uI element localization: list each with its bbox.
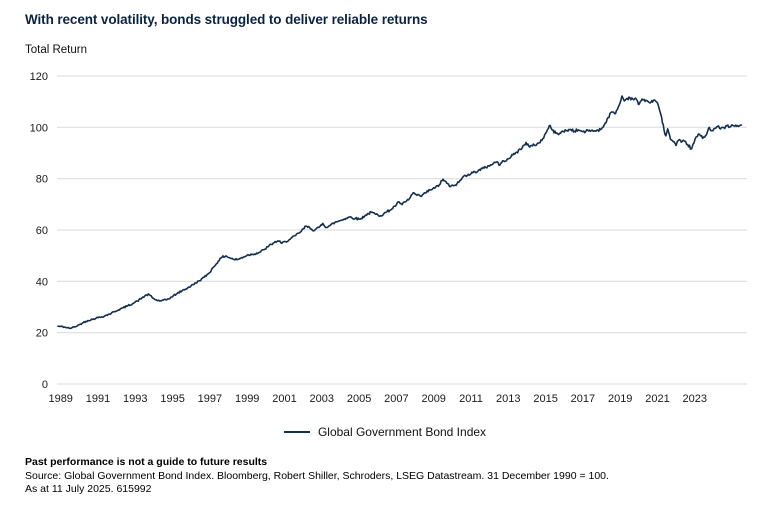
y-axis-unit-label: Total Return [25,44,88,56]
x-tick-label: 2021 [645,393,669,405]
x-tick-label: 2017 [571,393,595,405]
series-line-swatch-icon [283,430,310,434]
past-performance-disclaimer: Past performance is not a guide to futur… [25,456,268,468]
x-tick-label: 2005 [347,393,371,405]
x-tick-label: 2015 [533,393,557,405]
x-tick-label: 1995 [160,393,184,405]
y-tick-label: 0 [42,379,48,391]
y-tick-label: 80 [36,174,48,186]
x-tick-label: 2001 [272,393,296,405]
x-tick-label: 2013 [496,393,520,405]
x-tick-label: 2003 [310,393,334,405]
source-note: Source: Global Government Bond Index. Bl… [25,469,609,482]
chart-footnote: Past performance is not a guide to futur… [25,456,609,497]
y-tick-label: 120 [30,71,48,83]
y-tick-label: 60 [36,225,48,237]
x-tick-label: 1997 [198,393,222,405]
y-tick-label: 20 [36,328,48,340]
x-tick-label: 1991 [86,393,110,405]
x-tick-label: 1999 [235,393,259,405]
legend-series-label: Global Government Bond Index [317,425,487,439]
x-tick-label: 2011 [459,393,483,405]
x-tick-label: 2007 [384,393,408,405]
y-tick-label: 100 [30,122,48,134]
chart-legend: Global Government Bond Index [0,425,770,439]
chart-title: With recent volatility, bonds struggled … [25,12,428,27]
series-global-government-bond-index [57,95,743,330]
y-tick-label: 40 [36,276,48,288]
x-tick-label: 2023 [683,393,707,405]
as-at-note: As at 11 July 2025. 615992 [25,483,152,495]
x-tick-label: 1993 [123,393,147,405]
x-tick-label: 2019 [608,393,632,405]
line-chart: 0 20 40 60 80 100 120 1989 1991 1993 1995 1997 1999 2… [30,71,747,405]
x-tick-label: 2009 [421,393,445,405]
x-tick-label: 1989 [48,393,72,405]
